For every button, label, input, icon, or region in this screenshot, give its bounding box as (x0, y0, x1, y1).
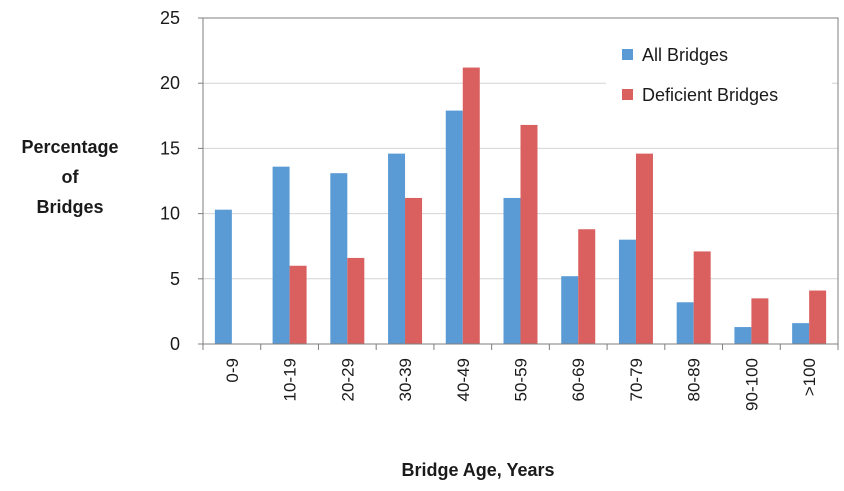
x-tick-label: 40-49 (454, 358, 473, 401)
plot-area-border (202, 17, 839, 345)
x-tick-label: 90-100 (742, 358, 761, 411)
bars (214, 67, 827, 344)
y-axis-title-line-1: Percentage (21, 137, 118, 157)
y-tick-label: 20 (160, 73, 180, 93)
bar-all-bridges (792, 323, 810, 344)
y-tick-label: 15 (160, 138, 180, 158)
y-axis-title-line-3: Bridges (36, 197, 103, 217)
y-tick-label: 0 (170, 334, 180, 354)
bar-all-bridges (503, 197, 521, 344)
x-tick-label: 10-19 (281, 358, 300, 401)
x-tick-label: 60-69 (569, 358, 588, 401)
bar-all-bridges (676, 302, 694, 344)
x-tick-label: 80-89 (685, 358, 704, 401)
legend-swatch-deficient-bridges (622, 89, 633, 100)
bar-all-bridges (618, 239, 636, 344)
bar-all-bridges (445, 110, 463, 344)
x-tick-label: 50-59 (512, 358, 531, 401)
bar-deficient-bridges (405, 197, 423, 344)
legend: All Bridges Deficient Bridges (606, 36, 832, 124)
y-axis-ticks: 0 5 10 15 20 25 (160, 8, 203, 354)
bar-deficient-bridges (347, 257, 365, 344)
legend-label-all-bridges: All Bridges (642, 45, 728, 65)
bar-deficient-bridges (520, 124, 538, 344)
bar-deficient-bridges (289, 265, 307, 344)
plot-frame (202, 17, 839, 345)
x-tick-label: 30-39 (396, 358, 415, 401)
x-axis-ticks: 0-9 10-19 20-29 30-39 40-49 50-59 60-69 70-79 80… (202, 344, 839, 411)
y-tick-label: 10 (160, 204, 180, 224)
bar-deficient-bridges (693, 251, 711, 344)
bar-all-bridges (330, 173, 348, 344)
bar-all-bridges (561, 276, 579, 344)
x-tick-label: 0-9 (223, 358, 242, 383)
bar-all-bridges (734, 327, 752, 344)
bar-deficient-bridges (809, 290, 827, 344)
bar-all-bridges (388, 153, 406, 344)
bar-all-bridges (272, 166, 290, 344)
x-tick-label: 20-29 (338, 358, 357, 401)
y-tick-label: 25 (160, 8, 180, 28)
legend-background (606, 36, 832, 124)
legend-swatch-all-bridges (622, 49, 633, 60)
x-axis-title: Bridge Age, Years (401, 460, 554, 480)
legend-label-deficient-bridges: Deficient Bridges (642, 85, 778, 105)
bar-deficient-bridges (751, 298, 769, 344)
y-axis-title-line-2: of (62, 167, 80, 187)
bar-deficient-bridges (462, 67, 480, 344)
y-axis-title: Percentage of Bridges (21, 137, 118, 217)
bar-deficient-bridges (635, 153, 653, 344)
bar-deficient-bridges (578, 229, 596, 344)
bar-all-bridges (214, 209, 232, 344)
x-tick-label: >100 (800, 358, 819, 396)
x-tick-label: 70-79 (627, 358, 646, 401)
y-tick-label: 5 (170, 269, 180, 289)
